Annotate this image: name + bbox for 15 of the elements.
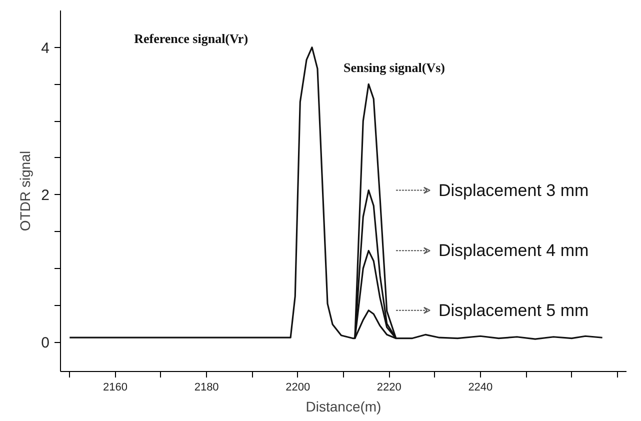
y-axis-title: OTDR signal bbox=[17, 150, 34, 232]
x-tick-label: 2180 bbox=[194, 382, 219, 394]
x-tick-label: 2240 bbox=[468, 382, 493, 394]
text: Displacement 3 mm bbox=[438, 180, 589, 200]
x-tick-label: 2200 bbox=[286, 382, 310, 394]
text: Displacement 5 mm bbox=[438, 300, 589, 320]
y-tick-label: 2 bbox=[41, 187, 50, 204]
annotation: Sensing signal(Vs) bbox=[344, 60, 445, 75]
text: Displacement 4 mm bbox=[438, 241, 589, 260]
x-tick-label: 2160 bbox=[103, 382, 128, 394]
annotation: Reference signal(Vr) bbox=[134, 31, 248, 46]
y-tick-label: 4 bbox=[41, 40, 50, 57]
y-tick-label: 0 bbox=[41, 334, 50, 352]
x-axis-title: Distance(m) bbox=[306, 398, 382, 414]
x-tick-label: 2220 bbox=[376, 382, 402, 394]
